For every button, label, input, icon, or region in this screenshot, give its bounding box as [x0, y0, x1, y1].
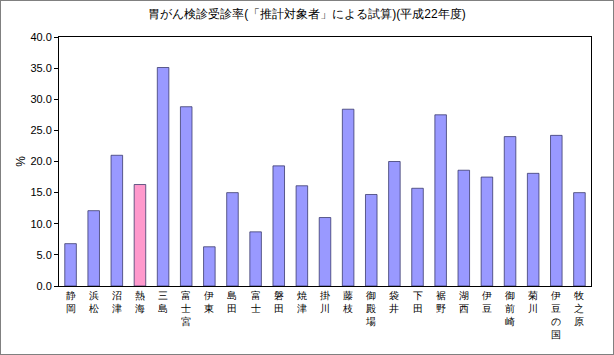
svg-text:胃がん検診受診率(「推計対象者」による試算)(平成22年度): 胃がん検診受診率(「推計対象者」による試算)(平成22年度) [148, 7, 465, 21]
svg-text:焼津: 焼津 [297, 290, 307, 314]
svg-text:沼津: 沼津 [112, 290, 122, 314]
svg-text:富士: 富士 [251, 290, 261, 314]
svg-text:5.0: 5.0 [37, 249, 52, 261]
svg-text:15.0: 15.0 [30, 186, 51, 198]
svg-text:40.0: 40.0 [30, 31, 51, 43]
svg-text:静岡: 静岡 [66, 290, 76, 314]
svg-text:熱海: 熱海 [135, 290, 145, 314]
svg-text:三島: 三島 [158, 290, 168, 314]
svg-text:藤枝: 藤枝 [342, 290, 353, 314]
svg-text:25.0: 25.0 [30, 124, 51, 136]
svg-text:30.0: 30.0 [30, 93, 51, 105]
svg-text:島田: 島田 [227, 290, 237, 314]
svg-text:御前崎: 御前崎 [505, 290, 515, 327]
svg-text:浜松: 浜松 [89, 290, 99, 314]
svg-text:伊豆: 伊豆 [482, 290, 492, 314]
svg-text:下田: 下田 [413, 290, 423, 314]
svg-text:伊豆の国: 伊豆の国 [551, 290, 561, 340]
svg-text:0.0: 0.0 [37, 280, 52, 292]
svg-text:%: % [14, 156, 28, 167]
svg-text:裾野: 裾野 [436, 290, 446, 314]
svg-text:御殿場: 御殿場 [365, 290, 376, 327]
svg-text:20.0: 20.0 [30, 155, 51, 167]
svg-text:10.0: 10.0 [30, 218, 51, 230]
svg-text:湖西: 湖西 [459, 290, 469, 314]
svg-text:富士宮: 富士宮 [181, 290, 191, 327]
svg-text:磐田: 磐田 [274, 290, 284, 314]
svg-text:牧之原: 牧之原 [574, 290, 584, 327]
svg-text:35.0: 35.0 [30, 62, 51, 74]
svg-text:袋井: 袋井 [389, 290, 399, 314]
svg-text:掛川: 掛川 [320, 290, 330, 314]
svg-text:伊東: 伊東 [204, 290, 214, 314]
svg-text:菊川: 菊川 [528, 290, 538, 314]
